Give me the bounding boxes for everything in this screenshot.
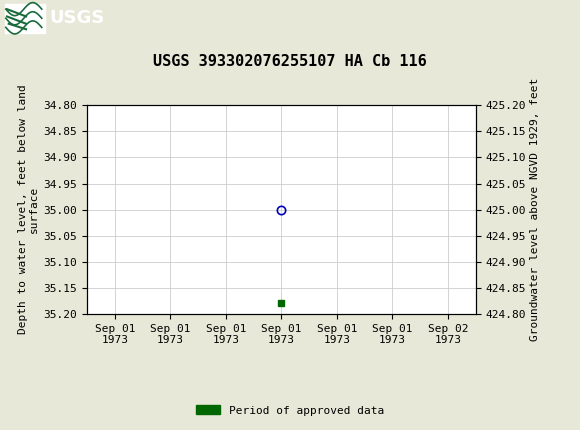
Text: USGS 393302076255107 HA Cb 116: USGS 393302076255107 HA Cb 116 <box>153 54 427 69</box>
Legend: Period of approved data: Period of approved data <box>191 401 389 420</box>
Y-axis label: Groundwater level above NGVD 1929, feet: Groundwater level above NGVD 1929, feet <box>530 78 540 341</box>
Text: USGS: USGS <box>49 9 104 27</box>
FancyBboxPatch shape <box>5 3 45 33</box>
Y-axis label: Depth to water level, feet below land
surface: Depth to water level, feet below land su… <box>18 85 39 335</box>
